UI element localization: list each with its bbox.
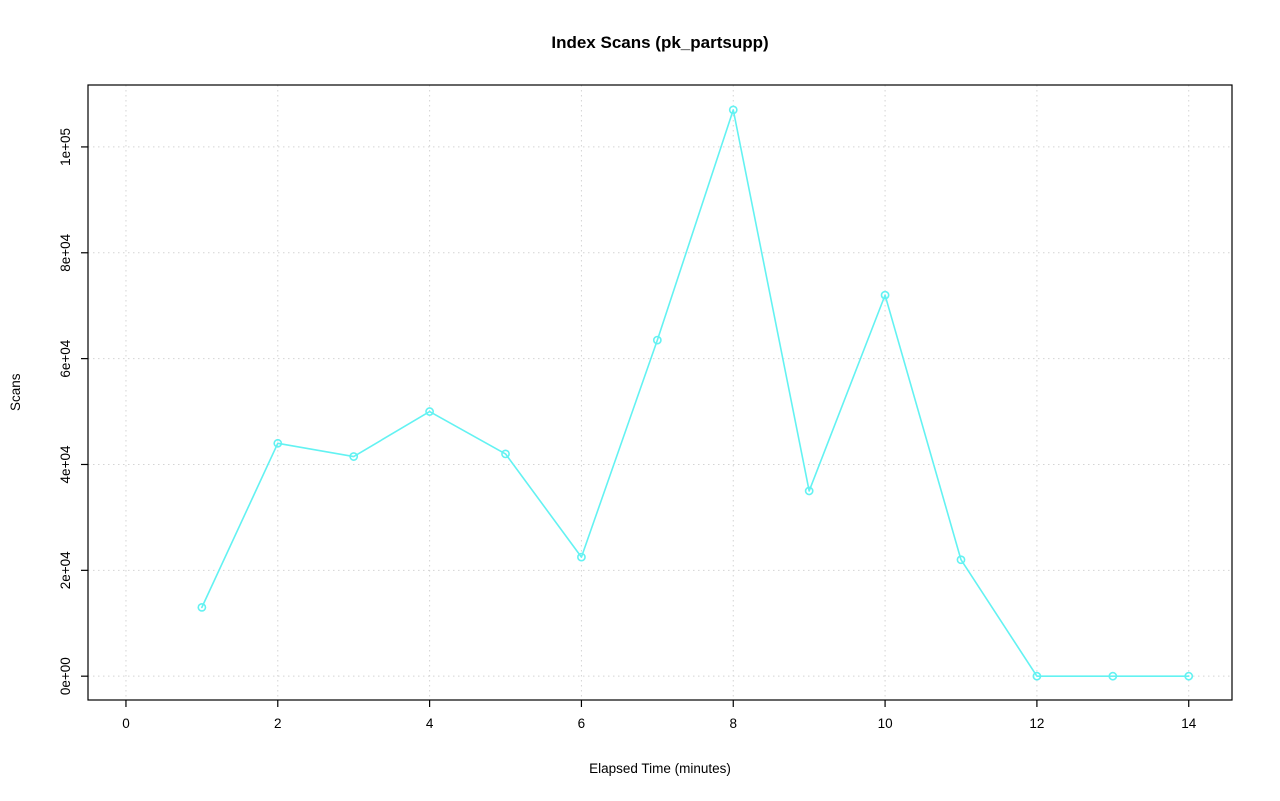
data-point-marker: [1184, 671, 1194, 681]
data-point-marker: [197, 602, 207, 612]
y-tick-label: 0e+00: [58, 657, 73, 695]
y-tick-label: 6e+04: [58, 339, 73, 377]
data-point-marker: [652, 335, 662, 345]
x-tick-label: 0: [122, 716, 130, 731]
chart-title: Index Scans (pk_partsupp): [551, 33, 769, 52]
y-axis-label: Scans: [8, 373, 23, 412]
y-tick-label: 2e+04: [58, 551, 73, 589]
x-tick-label: 2: [274, 716, 282, 731]
data-point-marker: [501, 449, 510, 459]
data-point-marker: [349, 452, 359, 461]
data-point-marker: [273, 438, 283, 448]
y-tick-label: 8e+04: [58, 233, 73, 271]
data-point-marker: [1032, 671, 1042, 681]
x-axis-label: Elapsed Time (minutes): [589, 761, 731, 776]
x-tick-label: 14: [1181, 716, 1197, 731]
data-point-marker: [728, 105, 738, 115]
data-point-marker: [425, 407, 435, 416]
plot-box: [87, 84, 1233, 701]
data-series-line: [201, 109, 1190, 677]
x-tick-label: 6: [578, 716, 586, 731]
x-tick-label: 8: [729, 716, 737, 731]
x-tick-label: 4: [426, 716, 434, 731]
y-tick-label: 4e+04: [58, 445, 73, 483]
data-point-marker: [1108, 671, 1118, 681]
data-point-marker: [956, 555, 966, 565]
data-point-marker: [577, 552, 586, 562]
y-tick-label: 1e+05: [58, 128, 73, 166]
data-point-marker: [880, 290, 890, 300]
x-tick-label: 10: [878, 716, 893, 731]
x-tick-label: 12: [1029, 716, 1044, 731]
data-point-marker: [804, 486, 814, 496]
